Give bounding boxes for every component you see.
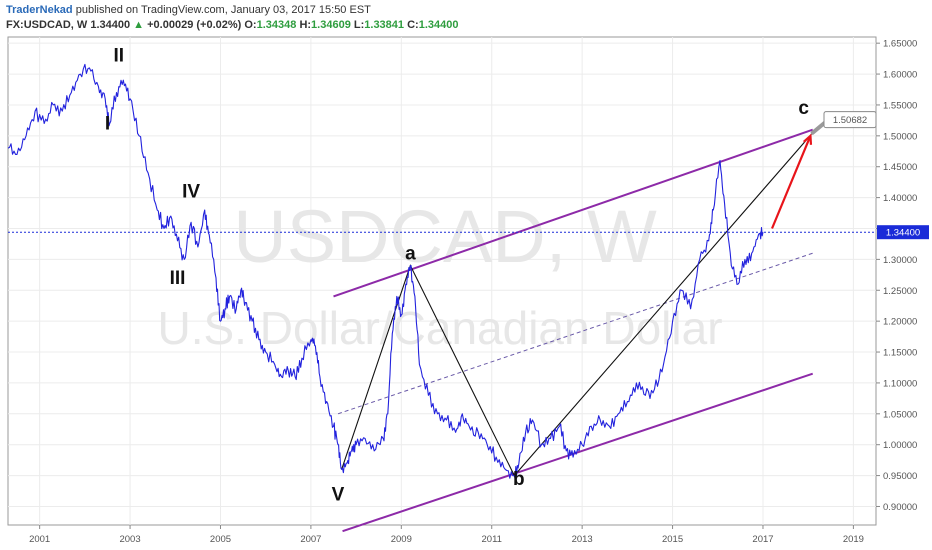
wave-label-c: c	[798, 98, 809, 119]
low-label: L:	[353, 19, 365, 31]
low-value: 1.33841	[364, 19, 405, 31]
target-price-tag	[823, 111, 877, 129]
y-tick-label: 1.40000	[883, 193, 917, 204]
watermark-symbol: USDCAD, W	[233, 195, 657, 278]
high-label: H:	[299, 19, 312, 31]
last-price-tag-label: 1.34400	[886, 228, 920, 239]
author-link[interactable]: TraderNekad	[6, 4, 73, 16]
y-tick-label: 1.45000	[883, 162, 917, 173]
target-price-tag-label: 1.50682	[833, 115, 867, 126]
y-tick-label: 0.90000	[883, 502, 917, 513]
close-label: C:	[407, 19, 419, 31]
channel-lower-line	[342, 372, 814, 533]
y-tick-label: 1.20000	[883, 317, 917, 328]
y-tick-label: 1.10000	[883, 378, 917, 389]
plot-border	[7, 36, 877, 526]
published-text: published on TradingView.com, January 03…	[75, 4, 371, 16]
y-tick-label: 1.55000	[883, 100, 917, 111]
wave-label-b: b	[513, 469, 525, 490]
price-series	[7, 63, 764, 480]
symbol-line: FX:USDCAD, W 1.34400 ▲ +0.00029 (+0.02%)…	[6, 19, 458, 31]
y-tick-label: 1.00000	[883, 440, 917, 451]
y-tick-label: 1.05000	[883, 409, 917, 420]
grid	[8, 37, 876, 525]
wave-label-III: III	[170, 268, 186, 289]
price-line	[7, 63, 764, 480]
x-axis: 2001 2003 2005 2007 2009 2011 2013 2015 2017 2019	[29, 525, 864, 545]
channel-upper-line	[333, 128, 814, 298]
change-value: +0.00029 (+0.02%)	[147, 19, 242, 31]
x-tick-label: 2009	[391, 534, 412, 545]
wave-label-a: a	[405, 243, 416, 264]
y-tick-label: 1.25000	[883, 286, 917, 297]
wave-label-V: V	[332, 484, 345, 505]
open-label: O:	[244, 19, 257, 31]
wave-label-I: I	[105, 114, 110, 135]
last-price-tag	[877, 225, 929, 240]
y-tick-label: 1.65000	[883, 39, 917, 50]
price-tags: 1.34400 1.50682	[810, 111, 929, 240]
wave-label-II: II	[113, 46, 124, 67]
wave-label-IV: IV	[182, 182, 200, 203]
open-value: 1.34348	[256, 19, 297, 31]
x-tick-label: 2005	[210, 534, 231, 545]
y-tick-label: 1.15000	[883, 348, 917, 359]
last-value: 1.34400	[90, 19, 131, 31]
symbol-name[interactable]: FX:USDCAD, W	[6, 19, 88, 31]
projection-arrow-head	[802, 133, 813, 145]
x-tick-label: 2011	[482, 534, 502, 545]
abc-zigzag-line	[341, 132, 814, 477]
x-tick-label: 2007	[300, 534, 321, 545]
up-arrow-icon: ▲	[133, 19, 145, 31]
close-value: 1.34400	[418, 19, 459, 31]
y-tick-label: 1.50000	[883, 131, 917, 142]
y-tick-label: 1.30000	[883, 255, 917, 266]
x-tick-label: 2017	[752, 534, 773, 545]
watermark-name: U.S. Dollar/Canadian Dollar	[157, 302, 722, 354]
y-tick-label: 0.95000	[883, 471, 917, 482]
projection-arrow-line	[771, 135, 812, 229]
x-tick-label: 2015	[662, 534, 683, 545]
high-value: 1.34609	[311, 19, 351, 31]
y-tick-label: 1.60000	[883, 70, 917, 81]
publish-line: TraderNekad published on TradingView.com…	[6, 4, 371, 16]
x-tick-label: 2001	[29, 534, 50, 545]
x-tick-label: 2003	[119, 534, 140, 545]
y-axis: 1.65000 1.60000 1.55000 1.50000 1.45000 1.400…	[876, 39, 917, 513]
overlays	[8, 128, 876, 533]
x-tick-label: 2013	[572, 534, 593, 545]
x-tick-label: 2019	[843, 534, 864, 545]
